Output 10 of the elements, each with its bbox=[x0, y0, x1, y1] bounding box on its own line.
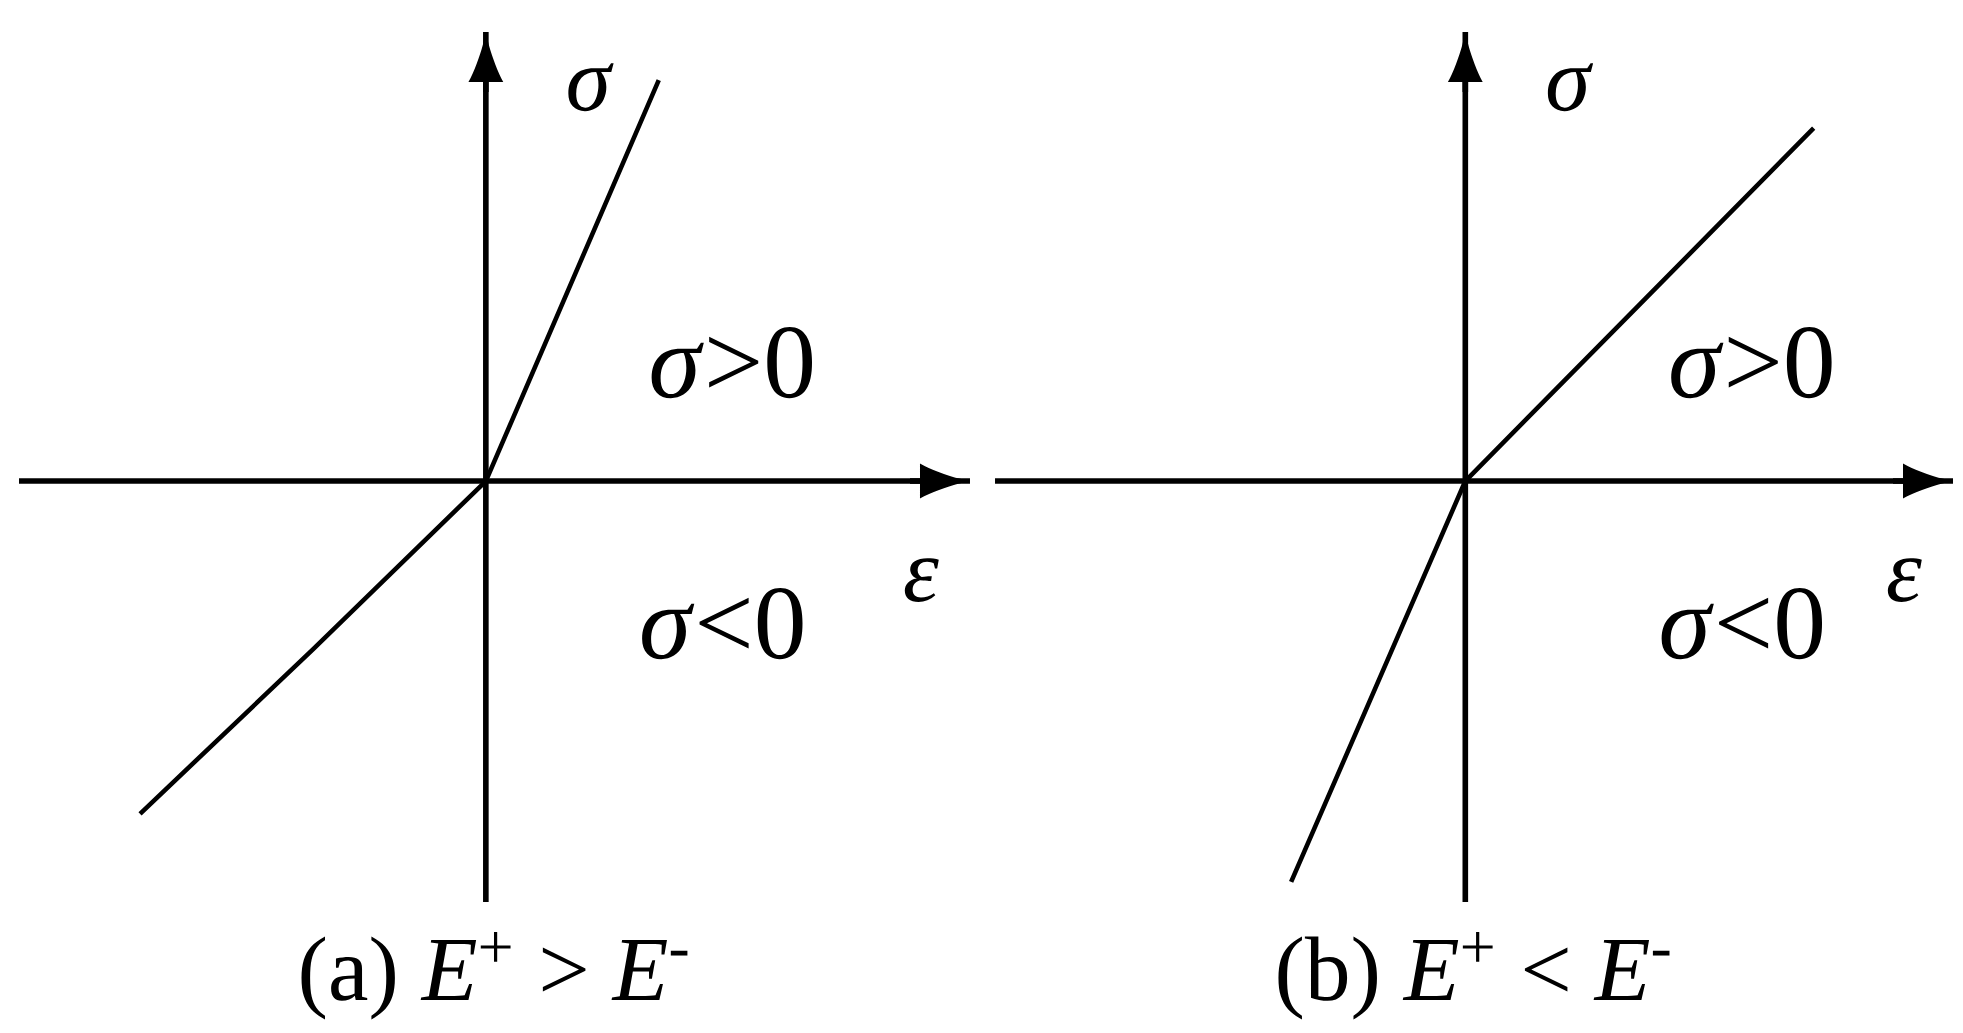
x-axis-title: ε bbox=[904, 558, 939, 603]
y-axis-title: σ bbox=[568, 63, 614, 112]
x-axis-title: ε bbox=[1887, 558, 1922, 603]
annotation: σ<0 bbox=[642, 588, 803, 660]
annotation: σ>0 bbox=[1671, 327, 1832, 399]
text: (a) E$^{+}$ > E$^{-}$ bbox=[301, 932, 688, 1020]
y-axis-title: σ bbox=[1547, 63, 1594, 112]
annotation: σ<0 bbox=[1661, 588, 1823, 660]
text: (b) E$^{+}$ < E$^{-}$ bbox=[1278, 932, 1670, 1020]
annotation: σ>0 bbox=[651, 327, 813, 399]
